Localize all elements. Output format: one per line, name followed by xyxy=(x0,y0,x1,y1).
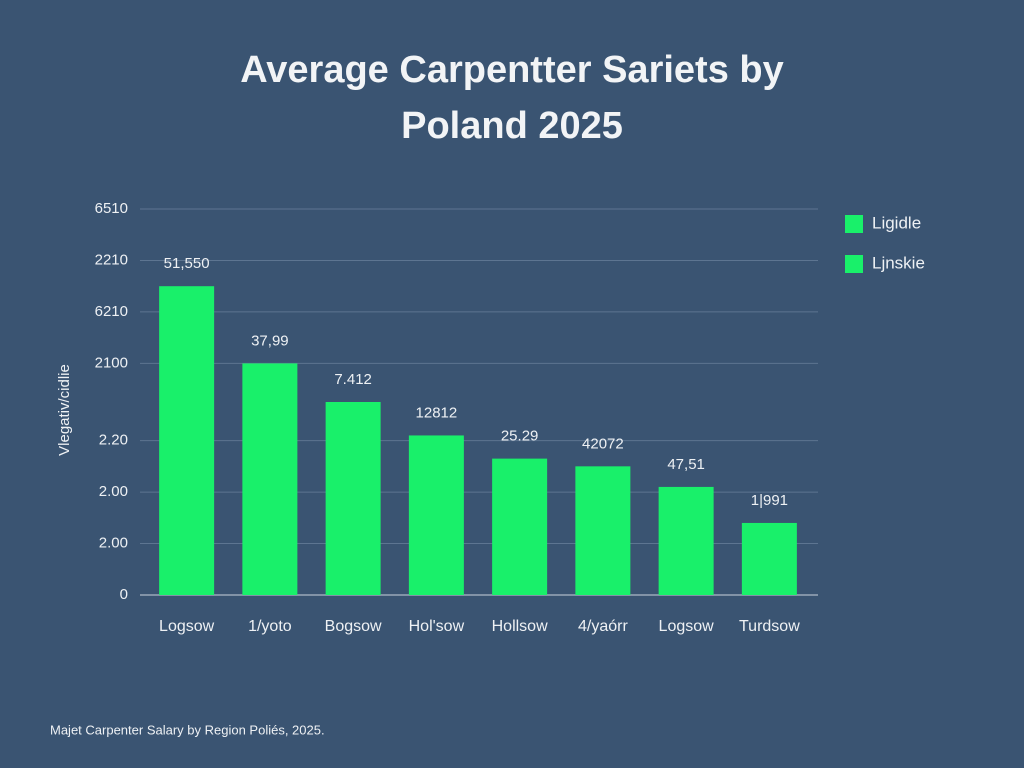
x-tick-label: Bogsow xyxy=(325,618,382,635)
value-label: 12812 xyxy=(416,404,458,421)
legend-label: Ligidle xyxy=(872,213,921,232)
y-tick-label: 6510 xyxy=(95,200,128,217)
y-tick-label: 2100 xyxy=(95,354,128,371)
value-label: 42072 xyxy=(582,435,624,452)
bar xyxy=(741,522,797,595)
bar xyxy=(658,486,714,595)
y-tick-label: 2.20 xyxy=(99,432,128,449)
bar xyxy=(242,363,298,595)
y-tick-label: 0 xyxy=(120,586,128,603)
bar xyxy=(408,435,464,595)
y-axis-label: Vlegativ/cidlie xyxy=(56,364,73,456)
value-label: 37,99 xyxy=(251,332,289,349)
bar xyxy=(159,286,215,595)
value-label: 1|991 xyxy=(751,492,788,509)
legend-label: Ljnskie xyxy=(872,253,925,272)
x-tick-label: Hollsow xyxy=(492,618,548,635)
bar xyxy=(575,466,631,595)
x-tick-label: 1/yoto xyxy=(248,618,292,635)
x-tick-label: Logsow xyxy=(659,618,715,635)
legend-swatch xyxy=(845,215,863,233)
value-label: 51,550 xyxy=(164,255,210,272)
x-tick-label: 4/yaórr xyxy=(578,618,628,635)
x-tick-label: Turdsow xyxy=(739,618,800,635)
y-tick-label: 6210 xyxy=(95,303,128,320)
bar xyxy=(492,458,548,595)
chart-title: Average Carpentter Sariets by Poland 202… xyxy=(240,49,784,147)
x-tick-label: Logsow xyxy=(159,618,215,635)
legend-swatch xyxy=(845,255,863,273)
y-tick-label: 2.00 xyxy=(99,483,128,500)
caption: Majet Carpenter Salary by Region Poliés,… xyxy=(50,722,325,737)
y-tick-label: 2.00 xyxy=(99,535,128,552)
bar xyxy=(325,402,381,595)
x-tick-label: Hol'sow xyxy=(409,618,465,635)
value-label: 47,51 xyxy=(667,456,705,473)
value-label: 25.29 xyxy=(501,428,539,445)
y-tick-label: 2210 xyxy=(95,251,128,268)
value-label: 7.412 xyxy=(334,371,372,388)
